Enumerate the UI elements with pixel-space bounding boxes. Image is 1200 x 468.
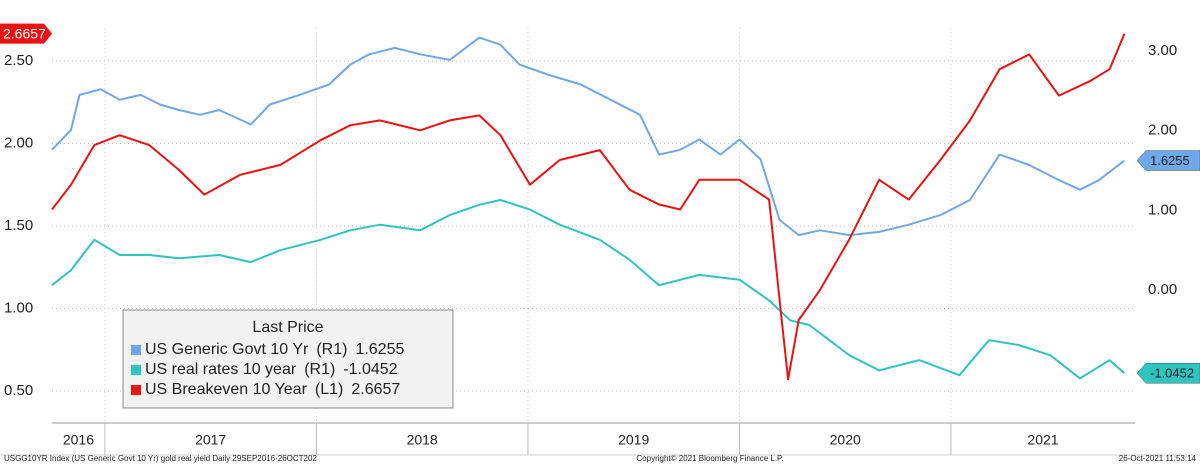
- y-tick-label: 0.50: [4, 382, 33, 399]
- x-tick-label: 2018: [407, 432, 438, 448]
- series-line: [51, 36, 1126, 237]
- footer-right: 26-Oct-2021 11:53:14: [1119, 454, 1197, 463]
- series-line: [51, 33, 1126, 381]
- legend: Last Price US Generic Govt 10 Yr (R1) 1.62…: [122, 309, 454, 409]
- y-tick-label: 2.50: [4, 52, 33, 69]
- last-price-label: 2.6657: [3, 25, 46, 41]
- last-price-label: -1.0452: [1150, 366, 1194, 381]
- legend-entry-part: (L1): [315, 381, 343, 398]
- y-tick-label: 2.00: [4, 134, 33, 151]
- series-line: [51, 199, 1126, 380]
- legend-entry: US real rates 10 year (R1) -1.0452: [145, 361, 398, 378]
- legend-swatch: [131, 385, 141, 395]
- footer-left: USGG10YR Index (US Generic Govt 10 Yr) g…: [4, 454, 317, 463]
- legend-entry-part: 1.6255: [355, 341, 404, 358]
- legend-entry-part: US Generic Govt 10 Yr: [145, 341, 309, 358]
- y-tick-label: 1.00: [4, 299, 33, 316]
- legend-entry: US Breakeven 10 Year (L1) 2.6657: [145, 381, 400, 398]
- y2-tick-label: 3.00: [1148, 42, 1177, 59]
- legend-entry-part: -1.0452: [343, 361, 397, 378]
- footer-center: Copyright© 2021 Bloomberg Finance L.P.: [636, 454, 783, 463]
- x-tick-label: 2021: [1027, 432, 1058, 448]
- x-tick-label: 2017: [195, 432, 226, 448]
- y-tick-label: 1.50: [4, 217, 33, 234]
- last-price-tag: [0, 23, 52, 44]
- legend-entry: US Generic Govt 10 Yr (R1) 1.6255: [145, 341, 404, 358]
- last-price-label: 1.6255: [1150, 153, 1190, 168]
- y2-tick-label: 1.00: [1148, 201, 1177, 218]
- y2-tick-label: 0.00: [1148, 281, 1177, 298]
- legend-title: Last Price: [252, 319, 323, 336]
- tags: 1.6255 -1.0452 2.6657: [0, 23, 1200, 384]
- legend-box: [122, 309, 454, 409]
- legend-entry-part: (R1): [304, 361, 335, 378]
- x-tick-label: 2019: [618, 432, 649, 448]
- legend-swatch: [131, 345, 141, 355]
- lines: [51, 33, 1126, 381]
- x-tick-label: 2016: [63, 432, 94, 448]
- legend-entry-part: US Breakeven 10 Year: [145, 381, 308, 398]
- legend-entry-part: 2.6657: [351, 381, 400, 398]
- legend-entry-part: US real rates 10 year: [145, 361, 297, 378]
- legend-entry-part: (R1): [316, 341, 347, 358]
- y2-tick-label: 2.00: [1148, 122, 1177, 139]
- x-tick-label: 2020: [830, 432, 861, 448]
- last-price-tag: [1136, 150, 1200, 171]
- legend-swatch: [131, 365, 141, 375]
- last-price-tag: [1136, 362, 1200, 384]
